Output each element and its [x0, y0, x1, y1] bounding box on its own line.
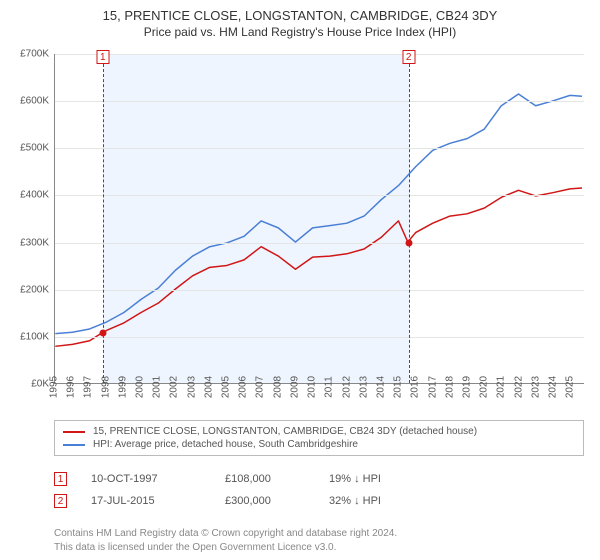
chart-titles: 15, PRENTICE CLOSE, LONGSTANTON, CAMBRID…	[0, 0, 600, 39]
y-tick-label: £0K	[1, 379, 49, 390]
series-svg	[55, 54, 584, 383]
event-price: £108,000	[225, 473, 305, 485]
x-tick-label: 2022	[513, 376, 524, 398]
y-tick-label: £400K	[1, 190, 49, 201]
chart-title: 15, PRENTICE CLOSE, LONGSTANTON, CAMBRID…	[0, 8, 600, 23]
y-tick-label: £100K	[1, 331, 49, 342]
y-tick-label: £600K	[1, 96, 49, 107]
x-tick-label: 2000	[135, 376, 146, 398]
event-marker-dot	[405, 239, 412, 246]
plot-area: 12	[54, 54, 584, 384]
x-tick-label: 2007	[255, 376, 266, 398]
event-index-box: 1	[54, 472, 67, 486]
x-tick-label: 2002	[169, 376, 180, 398]
x-tick-label: 2012	[341, 376, 352, 398]
x-tick-label: 2019	[461, 376, 472, 398]
x-tick-label: 2016	[410, 376, 421, 398]
event-marker-dot	[99, 330, 106, 337]
x-tick-label: 2011	[324, 376, 335, 398]
x-tick-label: 2005	[221, 376, 232, 398]
x-tick-label: 2018	[444, 376, 455, 398]
event-marker-box: 1	[96, 50, 109, 64]
x-tick-label: 2015	[393, 376, 404, 398]
footer-line: This data is licensed under the Open Gov…	[54, 541, 584, 555]
x-tick-label: 2020	[479, 376, 490, 398]
y-tick-label: £200K	[1, 284, 49, 295]
chart-subtitle: Price paid vs. HM Land Registry's House …	[0, 25, 600, 39]
events-table: 1 10-OCT-1997 £108,000 19% ↓ HPI 2 17-JU…	[54, 468, 584, 512]
y-tick-label: £500K	[1, 143, 49, 154]
table-row: 1 10-OCT-1997 £108,000 19% ↓ HPI	[54, 468, 584, 490]
event-marker-box: 2	[402, 50, 415, 64]
event-date: 10-OCT-1997	[91, 473, 201, 485]
x-tick-label: 2025	[565, 376, 576, 398]
event-index-box: 2	[54, 494, 67, 508]
x-tick-label: 2014	[375, 376, 386, 398]
legend: 15, PRENTICE CLOSE, LONGSTANTON, CAMBRID…	[54, 420, 584, 456]
y-tick-label: £300K	[1, 237, 49, 248]
x-tick-label: 2021	[496, 376, 507, 398]
x-tick-label: 2003	[186, 376, 197, 398]
x-tick-label: 1995	[49, 376, 60, 398]
table-row: 2 17-JUL-2015 £300,000 32% ↓ HPI	[54, 490, 584, 512]
x-tick-label: 2013	[358, 376, 369, 398]
y-tick-label: £700K	[1, 49, 49, 60]
x-tick-label: 1998	[100, 376, 111, 398]
x-tick-label: 2010	[307, 376, 318, 398]
x-tick-label: 2024	[548, 376, 559, 398]
x-tick-label: 1997	[83, 376, 94, 398]
legend-row: HPI: Average price, detached house, Sout…	[63, 438, 575, 451]
x-tick-label: 2009	[289, 376, 300, 398]
legend-row: 15, PRENTICE CLOSE, LONGSTANTON, CAMBRID…	[63, 425, 575, 438]
legend-swatch	[63, 444, 85, 446]
x-tick-label: 2004	[203, 376, 214, 398]
chart-container: 15, PRENTICE CLOSE, LONGSTANTON, CAMBRID…	[0, 0, 600, 560]
x-tick-label: 2017	[427, 376, 438, 398]
event-price: £300,000	[225, 495, 305, 507]
x-tick-label: 2006	[238, 376, 249, 398]
x-tick-label: 2023	[530, 376, 541, 398]
legend-label: HPI: Average price, detached house, Sout…	[93, 439, 358, 450]
footer-line: Contains HM Land Registry data © Crown c…	[54, 527, 584, 541]
x-tick-label: 2001	[152, 376, 163, 398]
event-hpi: 32% ↓ HPI	[329, 495, 449, 507]
x-tick-label: 1996	[66, 376, 77, 398]
footer-attribution: Contains HM Land Registry data © Crown c…	[54, 527, 584, 554]
x-tick-label: 1999	[117, 376, 128, 398]
legend-swatch	[63, 431, 85, 433]
event-date: 17-JUL-2015	[91, 495, 201, 507]
x-tick-label: 2008	[272, 376, 283, 398]
event-hpi: 19% ↓ HPI	[329, 473, 449, 485]
legend-label: 15, PRENTICE CLOSE, LONGSTANTON, CAMBRID…	[93, 426, 477, 437]
